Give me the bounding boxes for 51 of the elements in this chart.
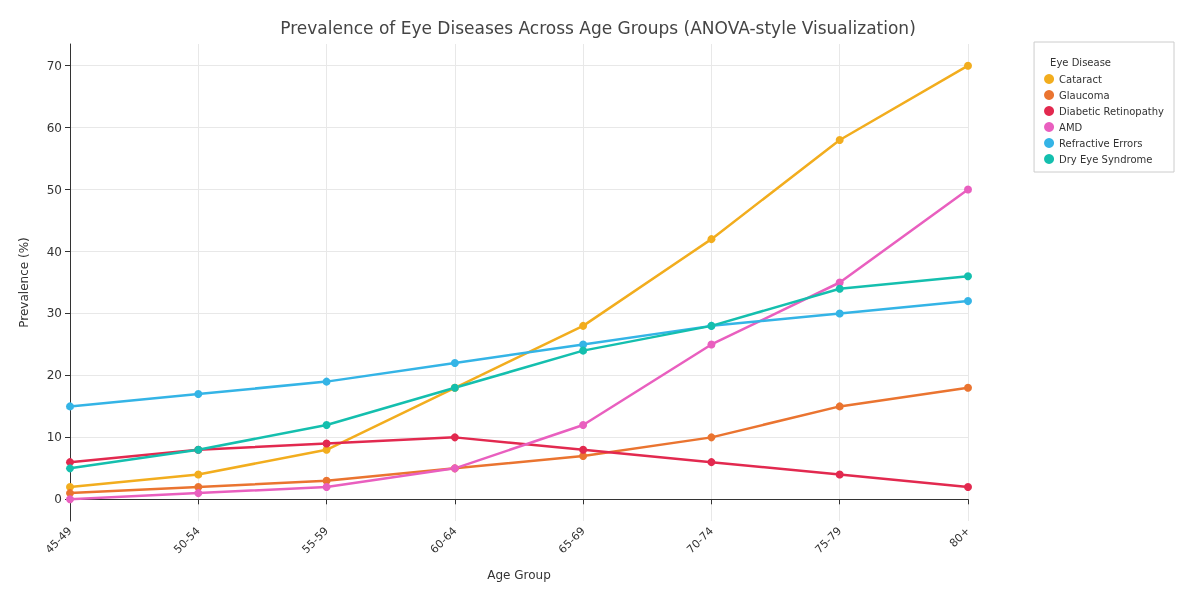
y-axis-title: Prevalence (%): [17, 237, 31, 328]
point: [322, 377, 331, 386]
point: [964, 185, 972, 194]
point: [964, 272, 972, 281]
point: [964, 482, 972, 491]
y-tick-label: 10: [46, 430, 62, 445]
point: [194, 489, 203, 498]
point: [707, 433, 716, 442]
legend-label: Dry Eye Syndrome: [1059, 153, 1153, 165]
point: [579, 445, 588, 454]
point: [707, 235, 716, 244]
point: [66, 464, 74, 473]
point: [964, 297, 972, 306]
y-tick-label: 50: [46, 182, 62, 197]
point: [835, 136, 844, 145]
point: [964, 61, 972, 70]
point: [450, 433, 459, 442]
point: [194, 470, 203, 479]
legend-label: Glaucoma: [1059, 89, 1110, 101]
point: [964, 383, 972, 392]
point: [66, 495, 74, 504]
point: [322, 420, 331, 429]
point: [579, 346, 588, 355]
y-tick-label: 30: [46, 306, 62, 321]
point: [322, 439, 331, 448]
y-tick-label: 20: [46, 368, 62, 383]
legend-title: Eye Disease: [1050, 56, 1112, 68]
y-tick-label: 60: [46, 120, 62, 135]
point: [835, 470, 844, 479]
x-axis-title: Age Group: [487, 568, 551, 582]
legend-label: Diabetic Retinopathy: [1059, 105, 1165, 117]
point: [579, 340, 588, 349]
chart-title: Prevalence of Eye Diseases Across Age Groups (ANOVA-style Visualization): [280, 17, 916, 38]
y-tick-label: 0: [54, 492, 62, 507]
point: [450, 359, 459, 368]
legend-label: Cataract: [1059, 73, 1102, 85]
point: [835, 402, 844, 411]
point: [579, 420, 588, 429]
point: [322, 482, 331, 491]
point: [835, 309, 844, 318]
x-tick-label: 80+: [947, 524, 973, 550]
legend-label: Refractive Errors: [1059, 137, 1143, 149]
point: [194, 390, 203, 398]
y-tick-label: 40: [46, 244, 62, 259]
point: [66, 402, 74, 411]
point: [579, 321, 588, 330]
point: [707, 340, 716, 349]
point: [707, 458, 716, 467]
legend-label: AMD: [1059, 121, 1083, 133]
y-tick-label: 70: [46, 58, 62, 73]
point: [835, 284, 844, 293]
